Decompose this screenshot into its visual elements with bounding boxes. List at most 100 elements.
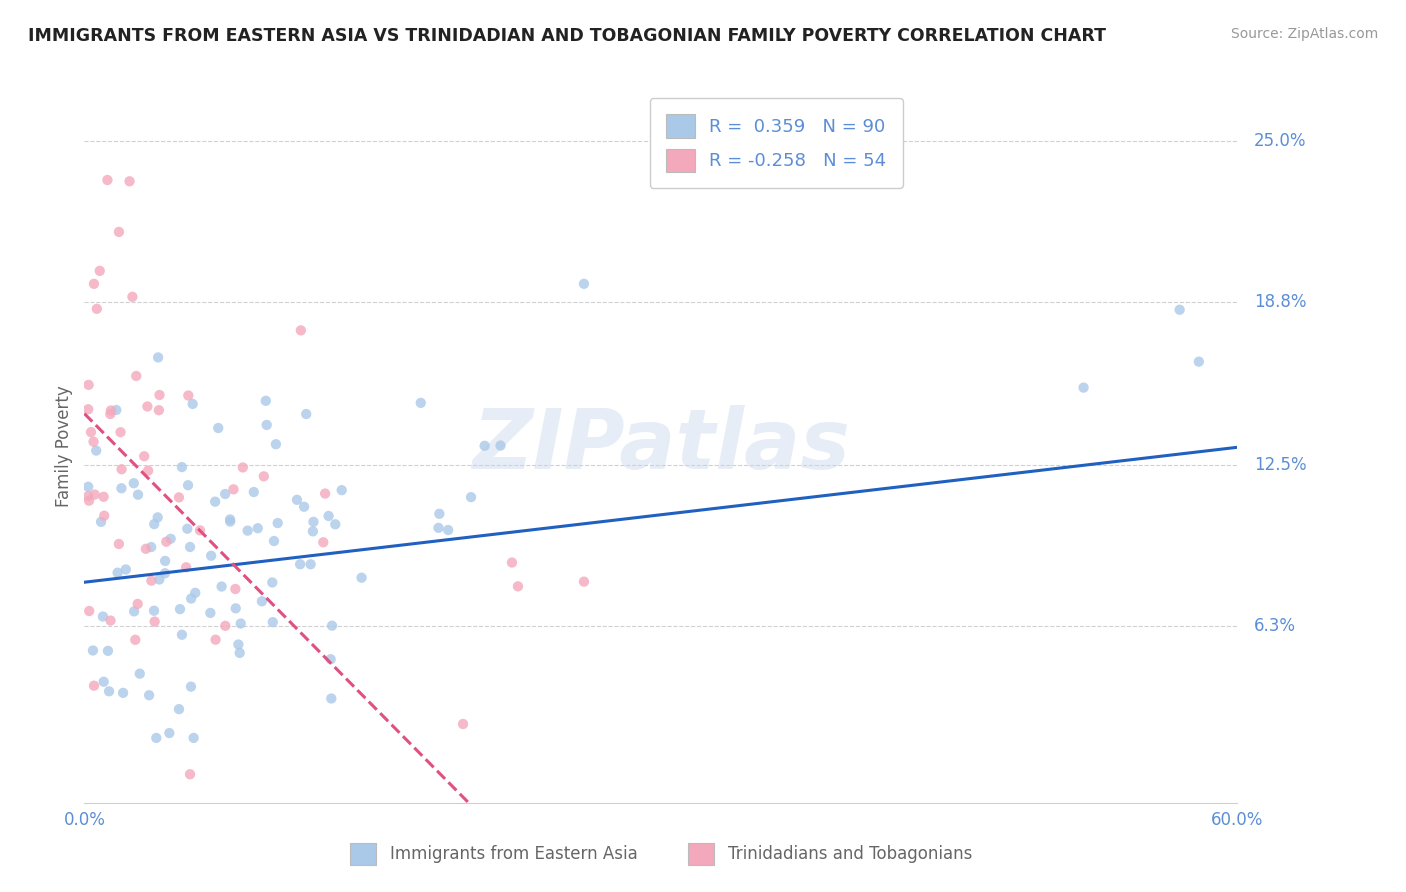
Point <box>86 301 108 316</box>
Point <box>153 566 176 581</box>
Point <box>179 767 201 781</box>
Point <box>77 489 100 503</box>
Point <box>77 402 100 417</box>
Point <box>262 615 284 629</box>
Point <box>89 264 111 278</box>
Point <box>136 464 159 478</box>
Point <box>108 225 131 239</box>
Point <box>228 638 250 652</box>
Point <box>179 540 201 554</box>
Point <box>115 562 138 576</box>
Point <box>183 731 205 745</box>
Point <box>174 560 197 574</box>
Point <box>143 615 166 629</box>
Point <box>321 618 343 632</box>
Point <box>110 462 132 476</box>
Point <box>267 516 290 530</box>
Point <box>1073 381 1095 395</box>
Point <box>110 481 132 495</box>
Point <box>134 450 156 464</box>
Point <box>98 407 121 421</box>
Point <box>153 554 176 568</box>
Point <box>180 680 202 694</box>
Point <box>146 351 169 365</box>
Point <box>77 377 100 392</box>
Point <box>127 597 149 611</box>
Point <box>302 515 325 529</box>
Legend: Immigrants from Eastern Asia, Trinidadians and Tobagonians: Immigrants from Eastern Asia, Trinidadia… <box>342 835 980 873</box>
Point <box>318 508 340 523</box>
Point <box>146 510 169 524</box>
Point <box>127 488 149 502</box>
Point <box>93 490 115 504</box>
Point <box>224 582 246 596</box>
Point <box>321 691 343 706</box>
Point <box>135 541 157 556</box>
Point <box>136 400 159 414</box>
Point <box>122 476 145 491</box>
Text: 25.0%: 25.0% <box>1254 132 1306 150</box>
Point <box>110 425 132 440</box>
Point <box>83 487 105 501</box>
Point <box>128 666 150 681</box>
Point <box>167 491 190 505</box>
Point <box>170 628 193 642</box>
Point <box>572 277 595 291</box>
Point <box>167 702 190 716</box>
Point <box>253 469 276 483</box>
Point <box>108 537 131 551</box>
Point <box>236 524 259 538</box>
Point <box>295 407 318 421</box>
Point <box>319 652 342 666</box>
Point <box>572 574 595 589</box>
Point <box>82 643 104 657</box>
Point <box>437 523 460 537</box>
Point <box>96 173 118 187</box>
Text: IMMIGRANTS FROM EASTERN ASIA VS TRINIDADIAN AND TOBAGONIAN FAMILY POVERTY CORREL: IMMIGRANTS FROM EASTERN ASIA VS TRINIDAD… <box>28 27 1107 45</box>
Point <box>254 393 277 408</box>
Point <box>232 460 254 475</box>
Point <box>219 515 242 529</box>
Point <box>427 521 450 535</box>
Point <box>1168 302 1191 317</box>
Point <box>302 524 325 539</box>
Point <box>141 540 163 554</box>
Point <box>323 517 346 532</box>
Point <box>155 534 177 549</box>
Point <box>180 591 202 606</box>
Point <box>489 439 512 453</box>
Point <box>229 616 252 631</box>
Point <box>204 494 226 508</box>
Point <box>145 731 167 745</box>
Point <box>98 684 121 698</box>
Point <box>121 290 143 304</box>
Point <box>159 532 181 546</box>
Point <box>77 480 100 494</box>
Point <box>312 535 335 549</box>
Point <box>91 609 114 624</box>
Point <box>97 644 120 658</box>
Point <box>299 558 322 572</box>
Point <box>181 397 204 411</box>
Point <box>177 478 200 492</box>
Text: Source: ZipAtlas.com: Source: ZipAtlas.com <box>1230 27 1378 41</box>
Point <box>176 522 198 536</box>
Point <box>105 403 128 417</box>
Point <box>1188 354 1211 368</box>
Point <box>107 566 129 580</box>
Point <box>285 492 308 507</box>
Text: 6.3%: 6.3% <box>1254 617 1296 635</box>
Point <box>200 549 222 563</box>
Point <box>184 586 207 600</box>
Point <box>250 594 273 608</box>
Point <box>350 571 373 585</box>
Point <box>409 396 432 410</box>
Point <box>262 575 284 590</box>
Point <box>214 619 236 633</box>
Point <box>219 512 242 526</box>
Point <box>501 556 523 570</box>
Point <box>200 606 222 620</box>
Point <box>141 574 163 588</box>
Text: 12.5%: 12.5% <box>1254 457 1306 475</box>
Point <box>77 604 100 618</box>
